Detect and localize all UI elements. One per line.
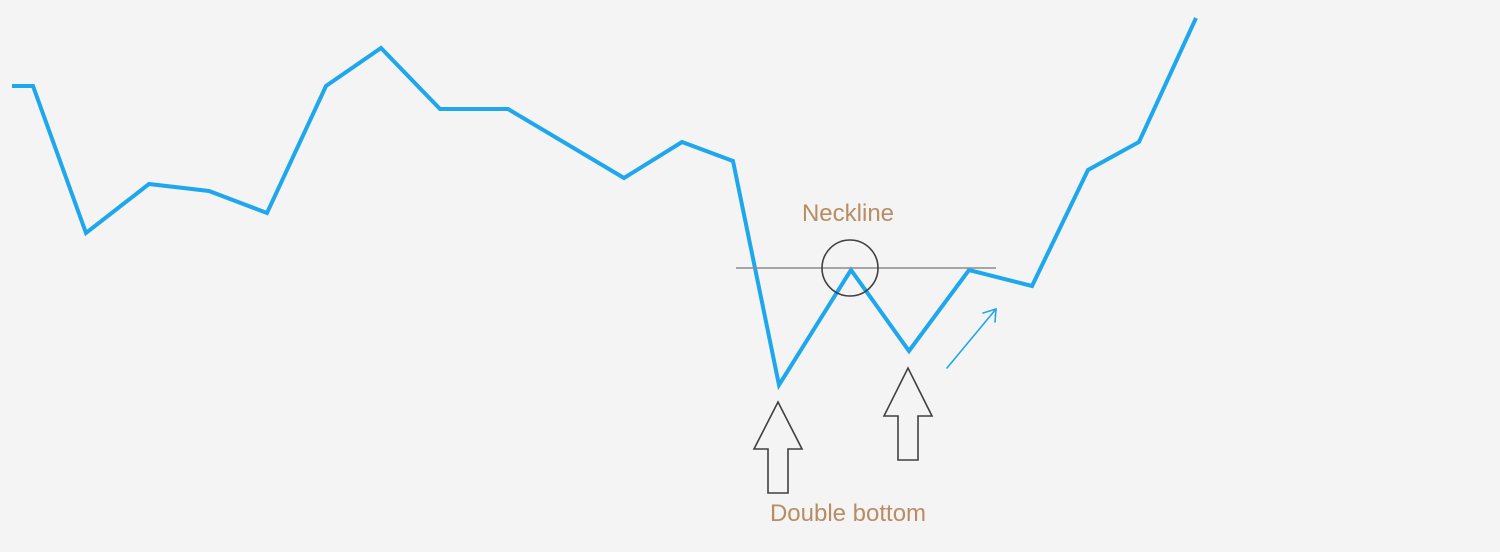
price-line	[12, 17, 1198, 391]
circle-outline-icon	[821, 239, 879, 297]
up-arrow-outline-icon	[752, 400, 804, 494]
neckline-label: Neckline	[802, 200, 894, 227]
up-arrow-outline-icon	[882, 366, 934, 461]
diagonal-up-right-arrow-icon	[946, 308, 997, 369]
double-bottom-label: Double bottom	[770, 500, 926, 527]
